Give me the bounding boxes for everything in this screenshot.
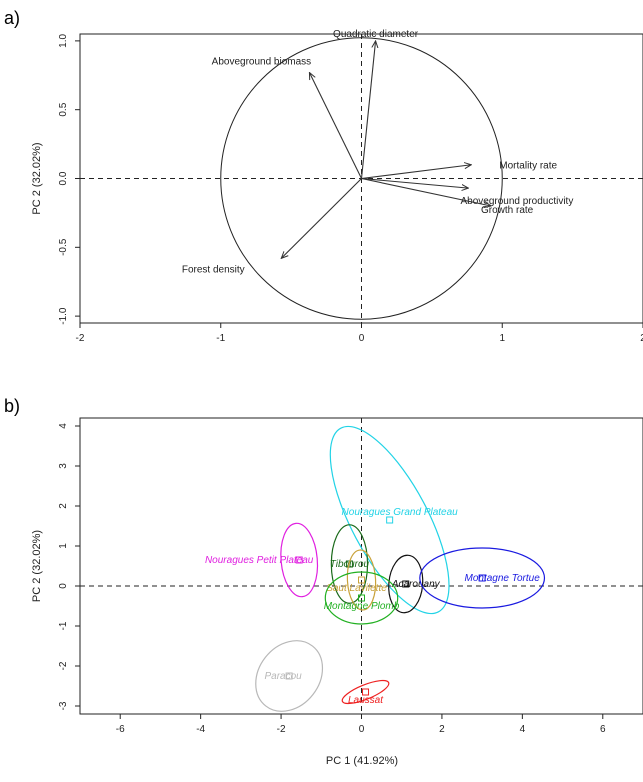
group-centroid [362, 688, 370, 696]
group-centroid [402, 580, 410, 588]
group-label: Tibourou [330, 559, 370, 570]
group-ellipse [330, 524, 369, 604]
vector-arrow [361, 165, 472, 180]
panel-b-ylabel: PC 2 (32.02%) [31, 530, 43, 602]
a-ytick-label: -1.0 [58, 307, 69, 325]
vector-label: Aboveground productivity [460, 196, 573, 207]
group-ellipse [280, 522, 319, 598]
group-centroid [478, 574, 486, 582]
vector-arrow [309, 73, 362, 179]
panel-b-ticks: -6 -4 -2 0 2 4 6 -3 -2 -1 0 1 2 3 4 [58, 423, 606, 735]
group-centroid [285, 672, 293, 680]
b-xtick-label: -4 [196, 724, 205, 735]
vector-arrow [361, 177, 469, 189]
b-ytick-label: 3 [58, 463, 69, 469]
group-ellipse [388, 554, 424, 614]
vector-label: Growth rate [481, 205, 534, 216]
panel-a-ylabel: PC 2 (32.02%) [31, 142, 43, 214]
a-ytick-label: 0.5 [58, 102, 69, 116]
group-label: Acarouany [391, 579, 441, 590]
b-ytick-label: -1 [58, 621, 69, 630]
group-ellipse [329, 425, 450, 615]
b-xtick-label: -2 [277, 724, 286, 735]
a-xtick-label: 1 [499, 333, 505, 344]
group-ellipse [255, 640, 324, 712]
panel-a-label: a) [4, 8, 20, 28]
group-ellipse [346, 549, 377, 611]
group-ellipse [419, 547, 546, 609]
vector-label: Aboveground biomass [212, 57, 312, 68]
group-centroid [358, 576, 365, 584]
b-xtick-label: 4 [520, 724, 526, 735]
b-xtick-label: 0 [359, 724, 365, 735]
a-xtick-label: 2 [640, 333, 643, 344]
group-label: Nouragues Petit Plateau [205, 555, 314, 566]
vector-label: Mortality rate [499, 161, 557, 172]
panel-b-label: b) [4, 396, 20, 416]
panel-a-ticks: -2 -1 0 1 2 -1.0 -0.5 0.0 0.5 1.0 [58, 33, 643, 344]
b-ytick-label: 4 [58, 423, 69, 429]
b-xtick-label: 2 [439, 724, 445, 735]
group-label: Montagne Plomb [324, 601, 400, 612]
b-ytick-label: -3 [58, 701, 69, 710]
group-label: Laussat [348, 695, 384, 706]
panel-b-reference-lines [80, 418, 643, 714]
vector-arrow [361, 177, 491, 207]
group-label: Paracou [264, 671, 302, 682]
group-centroid [386, 516, 394, 524]
a-ytick-label: 0.0 [58, 171, 69, 185]
panel-b: b) PC 2 (32.02%) PC 1 (41.92%) -6 -4 -2 0 2 4… [4, 396, 643, 767]
panel-b-xlabel: PC 1 (41.92%) [326, 755, 398, 767]
panel-b-groups: Nouragues Grand Plateau Nouragues Petit P… [205, 425, 546, 712]
a-xtick-label: -2 [76, 333, 85, 344]
a-ytick-label: 1.0 [58, 33, 69, 47]
group-label: Montagne Tortue [465, 573, 541, 584]
group-ellipse [324, 571, 399, 625]
b-xtick-label: -6 [116, 724, 125, 735]
b-ytick-label: 2 [58, 503, 69, 509]
group-label: Saut Lavilette [326, 583, 387, 594]
a-ytick-label: -0.5 [58, 238, 69, 256]
b-ytick-label: 1 [58, 543, 69, 549]
b-xtick-label: 6 [600, 724, 606, 735]
group-label: Nouragues Grand Plateau [342, 507, 459, 518]
vector-arrow [281, 178, 362, 259]
b-ytick-label: 0 [58, 583, 69, 589]
b-ytick-label: -2 [58, 661, 69, 670]
vector-arrow [360, 41, 376, 179]
correlation-circle [220, 37, 503, 320]
group-centroid [295, 556, 303, 564]
a-xtick-label: 0 [359, 333, 365, 344]
group-ellipse [341, 679, 390, 705]
vector-label: Forest density [182, 264, 245, 275]
group-centroid [358, 594, 365, 602]
a-xtick-label: -1 [216, 333, 225, 344]
panel-a: a) PC 2 (32.02%) -2 -1 0 1 2 -1.0 -0.5 0.0 0.5 1.… [4, 8, 643, 344]
panel-a-vectors: Quadratic diameter Aboveground biomass Mor… [182, 29, 573, 275]
vector-label: Quadratic diameter [333, 29, 419, 40]
